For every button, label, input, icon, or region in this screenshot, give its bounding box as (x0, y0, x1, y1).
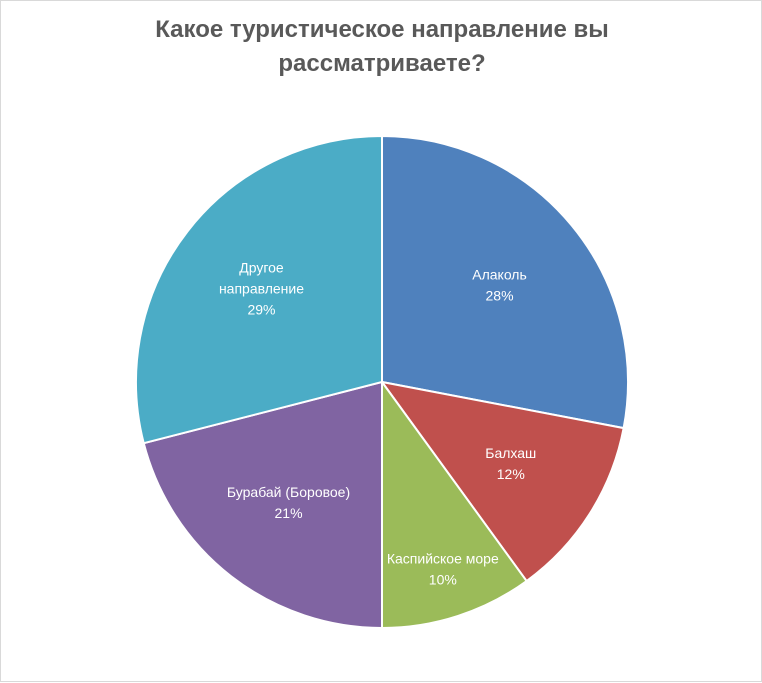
slice-category-label: Другое (239, 260, 284, 276)
slice-percent-label: 10% (429, 572, 457, 588)
slice-percent-label: 12% (497, 466, 525, 482)
slice-label-group: Балхаш 12% (485, 445, 536, 482)
pie-slice (142, 380, 383, 630)
slice-label-group: Каспийское море 10% (387, 551, 499, 588)
slice-percent-label: 28% (486, 287, 514, 303)
slice-category-label: Бурабай (Боровое) (227, 484, 350, 500)
slice-category-label: Каспийское море (387, 551, 499, 567)
pie-slice (135, 134, 383, 445)
pie-slice (379, 380, 625, 583)
slice-percent-label: 21% (275, 505, 303, 521)
slice-category-label: Балхаш (485, 445, 536, 461)
slice-label-group: Бурабай (Боровое) 21% (227, 484, 350, 521)
slice-percent-label: 29% (247, 302, 275, 318)
chart-title: Какое туристическое направление вы рассм… (155, 16, 609, 77)
slice-category-label: Алаколь (472, 266, 527, 282)
slice-category-label: направление (219, 281, 304, 297)
pie-slice (381, 134, 629, 430)
slice-label-group: Алаколь 28% (472, 266, 527, 303)
pie-slice (381, 378, 528, 630)
slice-label-group: Другое направление 29% (219, 260, 304, 318)
